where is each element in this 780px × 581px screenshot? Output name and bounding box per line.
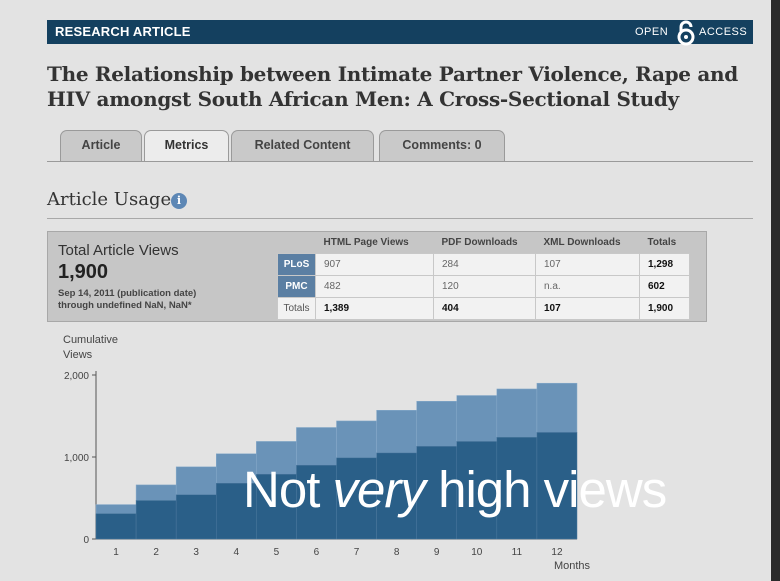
cell-value: 284 (433, 253, 536, 276)
x-tick-label: 6 (314, 547, 320, 558)
row-label-totals: Totals (277, 297, 316, 320)
bar-segment-lower (175, 494, 217, 540)
info-icon[interactable]: i (171, 193, 187, 209)
x-tick-label: 9 (434, 547, 440, 558)
date-range-start: Sep 14, 2011 (publication date) (58, 288, 197, 299)
x-tick-label: 11 (512, 547, 523, 558)
usage-table: HTML Page Views PDF Downloads XML Downlo… (277, 232, 690, 320)
bar-segment-upper (416, 400, 457, 447)
bar-segment-upper (95, 504, 137, 514)
bar-segment-lower (336, 457, 377, 540)
bar-segment-upper (536, 382, 578, 433)
article-usage-heading: Article Usage (47, 189, 172, 210)
date-range-end: through undefined NaN, NaN* (58, 300, 192, 311)
bar-segment-lower (296, 464, 337, 540)
cell-value: 107 (535, 253, 640, 276)
bar-segment-upper (296, 427, 337, 466)
cell-value: 1,389 (315, 297, 434, 320)
overlay-text-pre: Not (243, 461, 333, 518)
article-type-banner: RESEARCH ARTICLE OPEN ACCESS (47, 20, 753, 46)
cell-value: n.a. (535, 275, 640, 298)
divider (47, 218, 753, 219)
open-access-lock-icon (677, 20, 695, 46)
x-tick-label: 5 (274, 547, 280, 558)
usage-stats-box: Total Article Views 1,900 Sep 14, 2011 (… (47, 231, 707, 322)
x-tick-label: 4 (234, 547, 240, 558)
column-header-xml: XML Downloads (543, 237, 621, 248)
column-header-pdf: PDF Downloads (441, 237, 518, 248)
bar-segment-lower (376, 452, 417, 540)
article-type-label: RESEARCH ARTICLE (55, 24, 191, 39)
y-tick-label: 0 (83, 535, 89, 546)
overlay-text-emphasis: very (332, 461, 426, 518)
table-row: PLoS 907 284 107 1,298 (277, 253, 690, 276)
article-tabs: Article Metrics Related Content Comments… (47, 130, 753, 162)
article-title: The Relationship between Intimate Partne… (47, 62, 738, 111)
bar-segment-upper (175, 466, 217, 495)
table-row: PMC 482 120 n.a. 602 (277, 275, 690, 298)
y-axis-label: Views (63, 349, 93, 361)
slide-overlay-caption: Not very high views (243, 460, 667, 519)
cell-value: 482 (315, 275, 434, 298)
bar-segment-upper (456, 395, 498, 442)
x-tick-label: 10 (471, 547, 483, 558)
cell-value: 404 (433, 297, 536, 320)
bar-segment-lower (216, 482, 257, 540)
bar-segment-lower (416, 446, 457, 540)
cell-value: 107 (535, 297, 640, 320)
bar-segment-upper (256, 441, 297, 475)
y-tick-label: 2,000 (64, 371, 89, 382)
bar-segment-upper (376, 410, 417, 454)
bar-segment-upper (496, 388, 538, 438)
y-tick-label: 1,000 (64, 453, 89, 464)
x-tick-label: 2 (153, 547, 159, 558)
tab-comments[interactable]: Comments: 0 (379, 130, 505, 161)
total-views-label: Total Article Views (58, 242, 179, 259)
bar-segment-upper (135, 484, 177, 501)
cell-total: 602 (639, 275, 690, 298)
x-tick-label: 12 (551, 547, 563, 558)
bar-segment-upper (336, 420, 377, 459)
bar-segment-lower (95, 513, 137, 540)
cell-value: 907 (315, 253, 434, 276)
tab-metrics[interactable]: Metrics (144, 130, 229, 162)
bar-segment-lower (456, 441, 498, 540)
tab-related-content[interactable]: Related Content (231, 130, 374, 161)
x-axis-label: Months (554, 560, 591, 572)
y-axis-label: Cumulative (63, 334, 118, 346)
usage-table-header: HTML Page Views PDF Downloads XML Downlo… (278, 232, 690, 254)
column-header-html: HTML Page Views (323, 237, 409, 248)
x-tick-label: 1 (113, 547, 119, 558)
bar-segment-lower (135, 500, 177, 540)
cell-value: 120 (433, 275, 536, 298)
overlay-text-post: high views (424, 461, 667, 518)
row-label-pmc: PMC (277, 275, 316, 298)
bar-segment-upper (216, 453, 257, 484)
column-header-totals: Totals (647, 237, 677, 248)
x-tick-label: 8 (394, 547, 400, 558)
cell-total: 1,298 (639, 253, 690, 276)
open-label: OPEN (635, 26, 669, 38)
bar-segment-lower (496, 437, 538, 540)
x-tick-label: 3 (193, 547, 199, 558)
access-label: ACCESS (699, 26, 748, 38)
bar-segment-lower (536, 432, 578, 540)
cell-total: 1,900 (639, 297, 690, 320)
row-label-plos: PLoS (277, 253, 316, 276)
table-row-totals: Totals 1,389 404 107 1,900 (277, 297, 690, 320)
total-views-value: 1,900 (58, 261, 109, 283)
date-range: Sep 14, 2011 (publication date) through … (58, 288, 278, 312)
tabs-divider (47, 161, 753, 162)
x-tick-label: 7 (354, 547, 360, 558)
tab-article[interactable]: Article (60, 130, 142, 161)
column-header-blank (278, 232, 316, 254)
